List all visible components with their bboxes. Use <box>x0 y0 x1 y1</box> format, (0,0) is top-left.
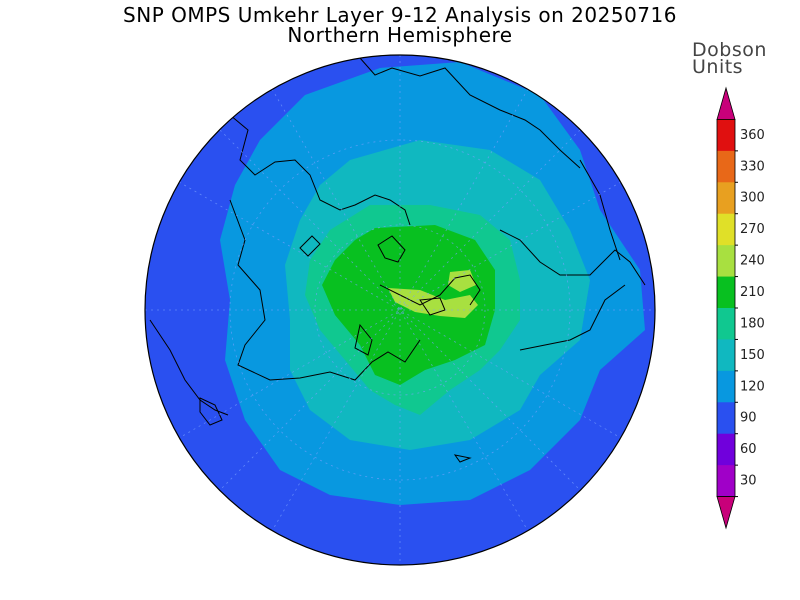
colorbar-segment <box>717 213 735 246</box>
colorbar-tick-label: 360 <box>740 128 765 143</box>
colorbar-tick-label: 150 <box>740 348 765 363</box>
colorbar-tick-label: 120 <box>740 379 765 394</box>
coastlines <box>149 57 646 463</box>
colorbar-segment <box>717 150 735 183</box>
colorbar-segment <box>717 402 735 435</box>
colorbar-tick-label: 90 <box>740 411 757 426</box>
chart-subtitle: Northern Hemisphere <box>287 23 513 47</box>
units-label-line1: Dobson <box>692 39 767 61</box>
colorbar-segment <box>717 433 735 466</box>
colorbar-segment <box>717 119 735 152</box>
map-border <box>144 54 656 566</box>
colorbar-segment <box>717 245 735 278</box>
colorbar-segment <box>717 339 735 372</box>
colorbar-tick-label: 210 <box>740 285 765 300</box>
contour-210 <box>388 270 478 318</box>
colorbar-tick-label: 60 <box>740 442 757 457</box>
colorbar-segment <box>717 182 735 215</box>
colorbar-tick-label: 240 <box>740 254 765 269</box>
graticule <box>145 55 655 565</box>
colorbar-tick-label: 180 <box>740 316 765 331</box>
colorbar-tick-label: 30 <box>740 474 757 489</box>
units-label-line2: Units <box>692 56 744 78</box>
colorbar-tick-label: 330 <box>740 159 765 174</box>
colorbar-tick-label: 300 <box>740 191 765 206</box>
colorbar-bottom-triangle <box>716 496 736 530</box>
colorbar-top-triangle <box>716 86 736 120</box>
colorbar-segment <box>717 308 735 340</box>
colorbar-segment <box>717 276 735 309</box>
chart-title: SNP OMPS Umkehr Layer 9-12 Analysis on 2… <box>123 3 677 27</box>
colorbar-tick-label: 270 <box>740 222 765 237</box>
colorbar-segment <box>717 370 735 403</box>
colorbar-segment <box>717 465 735 498</box>
